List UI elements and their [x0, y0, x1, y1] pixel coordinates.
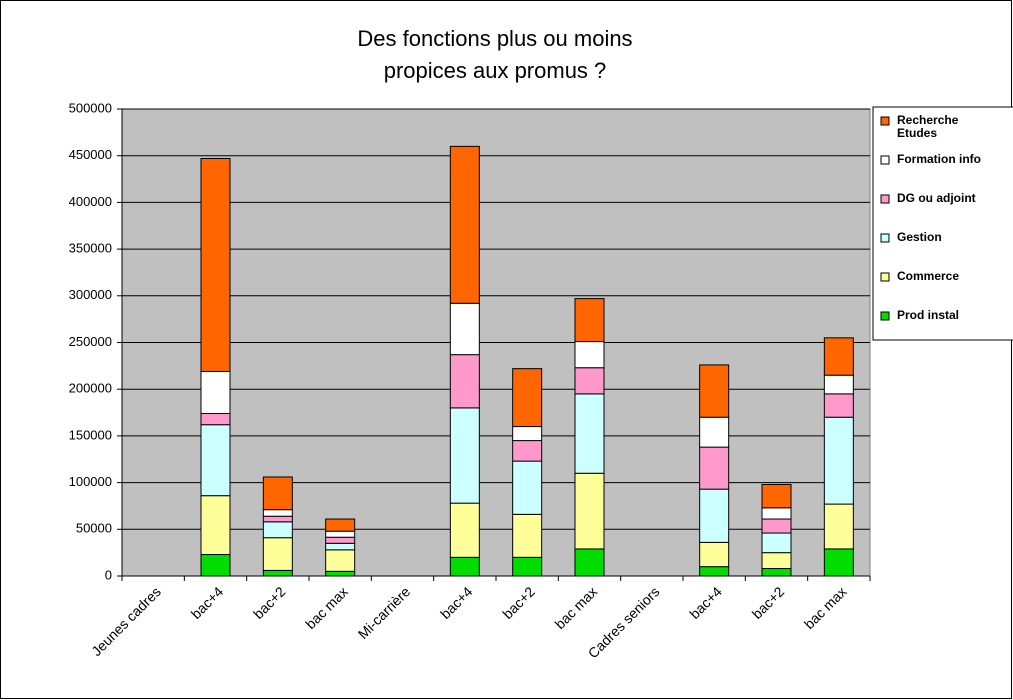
bar-segment	[449, 407, 480, 504]
y-tick-label: 250000	[69, 334, 112, 349]
bar-segment	[262, 515, 293, 523]
bar-segment	[574, 393, 605, 474]
legend-swatch	[880, 194, 890, 204]
bar-segment	[325, 518, 356, 532]
bar-segment	[761, 507, 792, 520]
legend-swatch	[880, 272, 890, 282]
bar-segment	[823, 416, 854, 505]
y-tick-label: 400000	[69, 194, 112, 209]
y-tick-label: 0	[105, 567, 112, 582]
bar-segment	[262, 476, 293, 511]
legend-swatch	[880, 233, 890, 243]
chart-title: Des fonctions plus ou moins	[357, 26, 632, 51]
bar-segment	[699, 364, 730, 418]
bar-segment	[699, 488, 730, 543]
bar-segment	[262, 569, 293, 577]
bar-segment	[200, 424, 231, 497]
bar-segment	[200, 158, 231, 372]
bar-segment	[512, 368, 543, 428]
legend-swatch	[880, 116, 890, 126]
bar-segment	[512, 440, 543, 462]
bar-segment	[574, 472, 605, 550]
y-tick-label: 150000	[69, 427, 112, 442]
legend-swatch	[880, 155, 890, 165]
bar-segment	[262, 521, 293, 539]
bar-segment	[574, 367, 605, 395]
bar-segment	[449, 302, 480, 356]
bar-segment	[823, 548, 854, 577]
bar-segment	[512, 556, 543, 577]
bar-segment	[823, 393, 854, 418]
bar-segment	[574, 298, 605, 343]
bar-segment	[325, 530, 356, 538]
bar-segment	[325, 536, 356, 544]
bar-segment	[325, 549, 356, 572]
bar-segment	[699, 541, 730, 568]
bar-segment	[761, 518, 792, 534]
bar-segment	[699, 416, 730, 448]
bar-segment	[699, 566, 730, 577]
bar-segment	[512, 426, 543, 442]
y-tick-label: 350000	[69, 241, 112, 256]
bar-segment	[449, 556, 480, 577]
legend-label: Prod instal	[897, 308, 959, 322]
bar-segment	[512, 460, 543, 515]
bar-segment	[200, 495, 231, 556]
bar-segment	[200, 554, 231, 577]
bar-segment	[325, 570, 356, 577]
bar-segment	[761, 552, 792, 570]
bar-segment	[823, 503, 854, 550]
bar-segment	[449, 354, 480, 409]
y-tick-label: 450000	[69, 147, 112, 162]
bar-segment	[325, 542, 356, 551]
bar-segment	[574, 341, 605, 369]
bar-segment	[262, 537, 293, 571]
bar-segment	[761, 483, 792, 509]
bar-segment	[449, 502, 480, 558]
bar-segment	[449, 145, 480, 304]
y-tick-label: 100000	[69, 474, 112, 489]
legend-label: Gestion	[897, 230, 942, 244]
bar-segment	[574, 548, 605, 577]
bar-segment	[512, 513, 543, 558]
bar-segment	[699, 446, 730, 490]
bar-segment	[823, 374, 854, 395]
bar-segment	[200, 370, 231, 414]
legend-label: Commerce	[897, 269, 959, 283]
legend-label: DG ou adjoint	[897, 191, 976, 205]
chart-title: propices aux promus ?	[384, 58, 607, 83]
y-tick-label: 200000	[69, 381, 112, 396]
bar-segment	[823, 337, 854, 376]
y-tick-label: 500000	[69, 100, 112, 115]
bar-segment	[262, 509, 293, 517]
legend-swatch	[880, 311, 890, 321]
bar-segment	[761, 532, 792, 554]
bar-segment	[761, 568, 792, 577]
legend-label: Formation info	[897, 152, 981, 166]
legend-box	[872, 106, 1013, 341]
y-tick-label: 300000	[69, 287, 112, 302]
y-tick-label: 50000	[76, 521, 112, 536]
legend-label: Recherche Etudes	[897, 113, 962, 140]
bar-segment	[200, 412, 231, 426]
